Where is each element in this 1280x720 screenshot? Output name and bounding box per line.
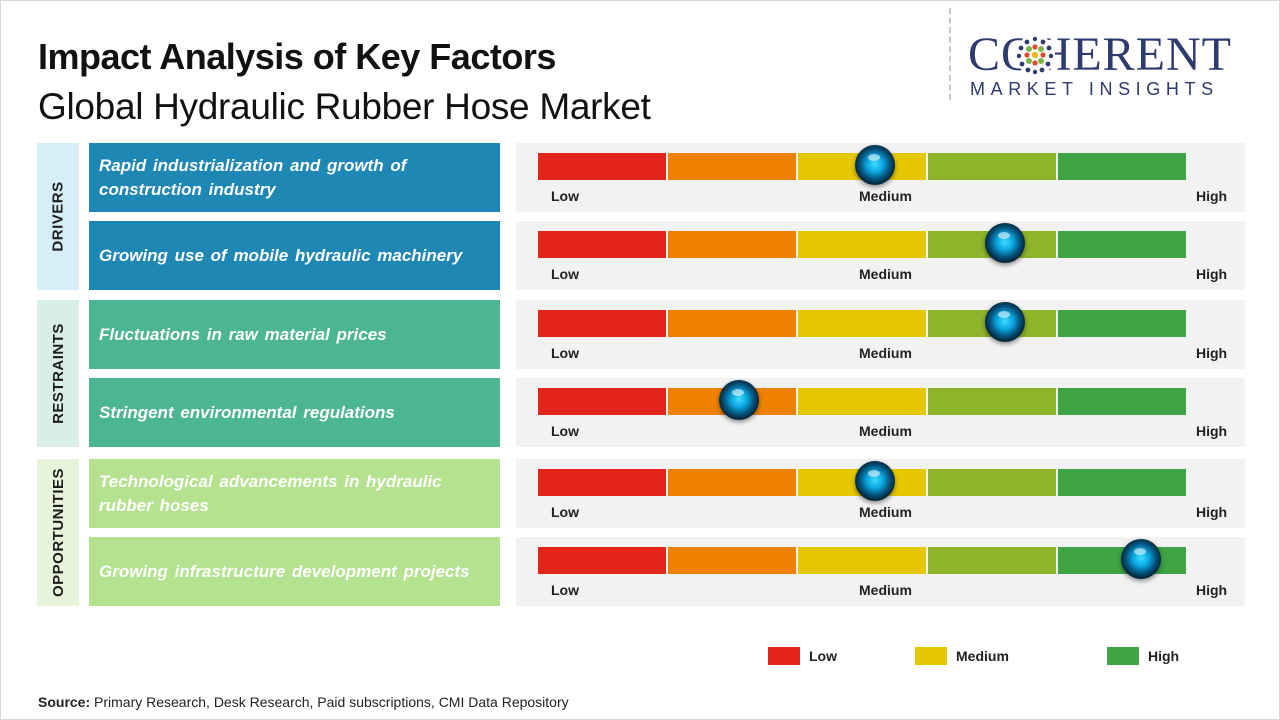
- category-label-drivers: DRIVERS: [37, 143, 79, 290]
- gauge-segment: [928, 547, 1056, 574]
- category-text: OPPORTUNITIES: [49, 467, 67, 598]
- gauge-segment: [798, 310, 926, 337]
- category-label-opportunities: OPPORTUNITIES: [37, 459, 79, 606]
- scale-label-medium: Medium: [859, 345, 912, 361]
- scale-label-high: High: [1196, 266, 1228, 282]
- source-note: Source: Primary Research, Desk Research,…: [38, 694, 569, 710]
- legend-label-low: Low: [809, 648, 837, 664]
- gauge-segment: [798, 388, 926, 415]
- impact-marker: [984, 223, 1025, 263]
- impact-gauge: Low Medium High: [516, 143, 1245, 212]
- legend-item-low: Low: [768, 647, 837, 665]
- scale-label-medium: Medium: [859, 504, 912, 520]
- logo-wordmark: COHERENT: [968, 28, 1232, 81]
- gauge-segment: [668, 153, 796, 180]
- gauge-segment: [1058, 231, 1186, 258]
- scale-label-low: Low: [551, 423, 579, 439]
- impact-marker: [854, 461, 895, 501]
- gauge-segment: [538, 153, 666, 180]
- factor-label: Technological advancements in hydraulic …: [99, 471, 442, 515]
- factor-box: Rapid industrialization and growth of co…: [89, 143, 500, 212]
- impact-marker: [854, 145, 895, 185]
- legend-item-high: High: [1107, 647, 1179, 665]
- gauge-segment: [1058, 153, 1186, 180]
- gauge-segment: [1058, 388, 1186, 415]
- legend-swatch-low: [768, 647, 800, 665]
- gauge-segment: [538, 388, 666, 415]
- scale-label-high: High: [1196, 345, 1228, 361]
- gauge-segment: [798, 547, 926, 574]
- factor-label: Fluctuations in raw material prices: [99, 324, 387, 344]
- scale-label-low: Low: [551, 582, 579, 598]
- gauge-segment: [928, 469, 1056, 496]
- scale-label-high: High: [1196, 582, 1228, 598]
- legend-label-high: High: [1148, 648, 1180, 664]
- source-text: Primary Research, Desk Research, Paid su…: [90, 694, 569, 710]
- impact-marker: [984, 302, 1025, 342]
- factor-box: Fluctuations in raw material prices: [89, 300, 500, 369]
- source-prefix: Source:: [38, 694, 91, 710]
- gauge-segment: [668, 310, 796, 337]
- scale-label-medium: Medium: [859, 188, 912, 204]
- gauge-segment: [668, 547, 796, 574]
- logo-dots-icon: [1015, 35, 1055, 75]
- legend-swatch-medium: [915, 647, 947, 665]
- gauge-bar: [538, 231, 1186, 258]
- impact-gauge: Low Medium High: [516, 378, 1245, 447]
- impact-marker: [718, 380, 759, 420]
- legend-swatch-high: [1107, 647, 1139, 665]
- chart-subtitle: Global Hydraulic Rubber Hose Market: [38, 86, 651, 127]
- category-text: DRIVERS: [49, 181, 67, 252]
- factor-label: Rapid industrialization and growth of co…: [99, 155, 407, 199]
- factor-label: Growing infrastructure development proje…: [99, 561, 470, 581]
- gauge-segment: [538, 310, 666, 337]
- gauge-segment: [798, 231, 926, 258]
- scale-label-low: Low: [551, 504, 579, 520]
- gauge-segment: [538, 547, 666, 574]
- logo-tagline: MARKET INSIGHTS: [970, 79, 1219, 99]
- factor-label: Growing use of mobile hydraulic machiner…: [99, 245, 463, 265]
- gauge-segment: [668, 231, 796, 258]
- legend-item-medium: Medium: [915, 647, 1009, 665]
- factor-box: Technological advancements in hydraulic …: [89, 459, 500, 528]
- scale-label-low: Low: [551, 345, 579, 361]
- scale-label-low: Low: [551, 188, 579, 204]
- chart-title: Impact Analysis of Key Factors: [38, 36, 556, 77]
- scale-label-high: High: [1196, 504, 1228, 520]
- scale-label-medium: Medium: [859, 582, 912, 598]
- scale-label-medium: Medium: [859, 423, 912, 439]
- gauge-segment: [668, 469, 796, 496]
- impact-gauge: Low Medium High: [516, 537, 1245, 606]
- factor-box: Growing infrastructure development proje…: [89, 537, 500, 606]
- gauge-bar: [538, 310, 1186, 337]
- impact-gauge: Low Medium High: [516, 300, 1245, 369]
- scale-label-low: Low: [551, 266, 579, 282]
- logo-divider: [949, 8, 951, 100]
- legend-label-medium: Medium: [956, 648, 1009, 664]
- gauge-segment: [928, 153, 1056, 180]
- impact-gauge: Low Medium High: [516, 221, 1245, 290]
- gauge-segment: [1058, 469, 1186, 496]
- impact-gauge: Low Medium High: [516, 459, 1245, 528]
- category-label-restraints: RESTRAINTS: [37, 300, 79, 447]
- gauge-bar: [538, 388, 1186, 415]
- gauge-segment: [538, 469, 666, 496]
- scale-label-high: High: [1196, 423, 1228, 439]
- scale-label-high: High: [1196, 188, 1228, 204]
- gauge-segment: [1058, 310, 1186, 337]
- gauge-bar: [538, 547, 1186, 574]
- factor-box: Stringent environmental regulations: [89, 378, 500, 447]
- impact-marker: [1120, 539, 1161, 579]
- gauge-segment: [928, 388, 1056, 415]
- factor-label: Stringent environmental regulations: [99, 402, 395, 422]
- gauge-segment: [538, 231, 666, 258]
- scale-label-medium: Medium: [859, 266, 912, 282]
- factor-box: Growing use of mobile hydraulic machiner…: [89, 221, 500, 290]
- category-text: RESTRAINTS: [49, 323, 67, 424]
